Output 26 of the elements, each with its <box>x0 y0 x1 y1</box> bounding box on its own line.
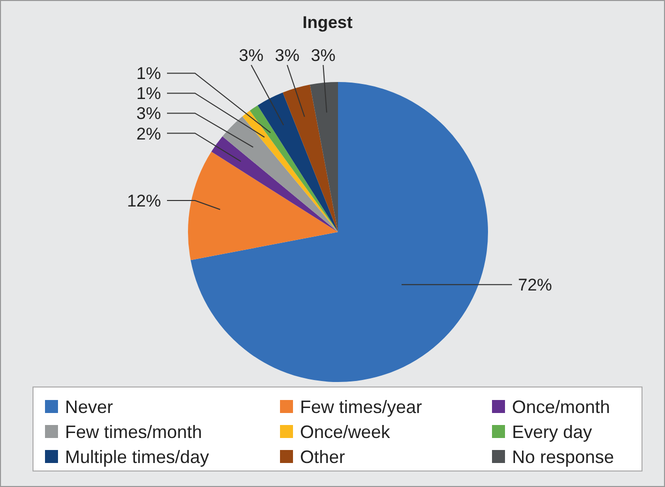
data-label: 2% <box>136 124 161 144</box>
legend-label: No response <box>512 447 614 467</box>
pie-slice <box>211 136 338 232</box>
legend-label: Few times/month <box>65 422 202 442</box>
pie-slice <box>222 116 338 232</box>
data-label: 3% <box>310 46 336 65</box>
legend-label: Never <box>65 397 114 417</box>
data-label: 3% <box>274 46 300 65</box>
pie-slice <box>190 82 488 382</box>
data-label: 1% <box>136 64 161 84</box>
pie-slice <box>258 92 338 232</box>
data-label: 72% <box>518 276 552 295</box>
chart-title: Ingest <box>302 13 353 32</box>
data-label: 3% <box>136 104 161 124</box>
legend-label: Multiple times/day <box>65 447 210 467</box>
pie-slice <box>188 152 338 260</box>
legend-label: Every day <box>512 422 592 442</box>
pie-slice <box>282 84 338 232</box>
pie-slice <box>310 82 338 232</box>
legend-label: Once/week <box>300 422 392 442</box>
data-label: 12% <box>126 192 161 211</box>
legend-label: Once/month <box>512 397 610 417</box>
data-label: 1% <box>136 84 161 104</box>
legend-label: Few times/year <box>300 397 422 417</box>
data-label: 3% <box>238 46 264 65</box>
legend-label: Other <box>300 447 346 467</box>
